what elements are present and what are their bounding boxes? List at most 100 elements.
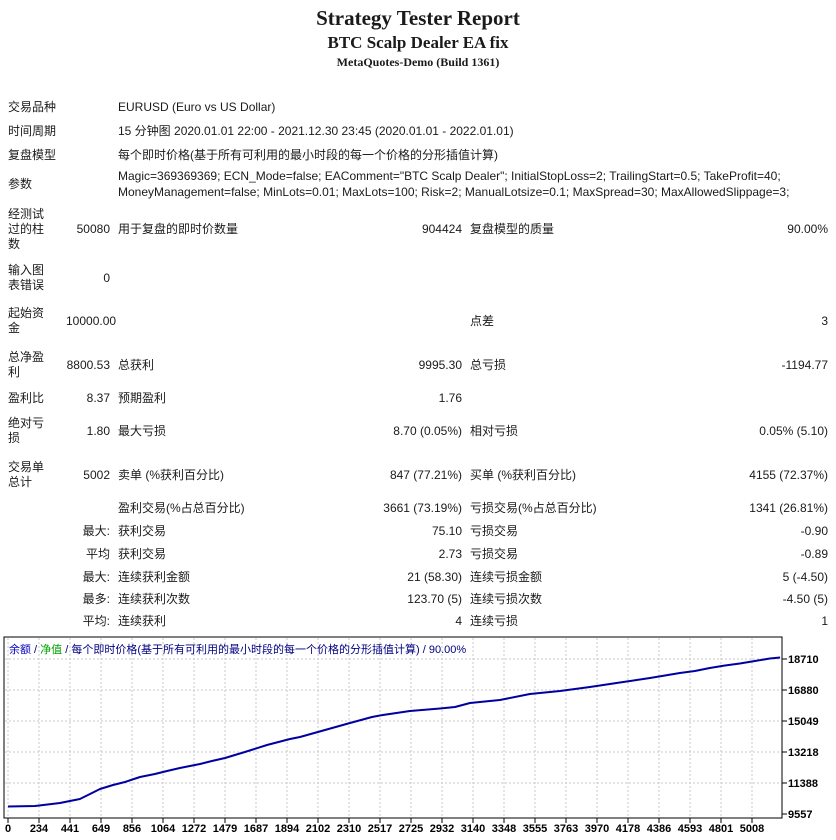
balance-graph: 18710 16880 15049 13218 11388 9557 0 234 441 649 8… <box>0 636 836 840</box>
value-1: 50080 <box>76 222 110 236</box>
svg-text:234: 234 <box>30 823 49 835</box>
report-table: 交易品种 EURUSD (Euro vs US Dollar) 时间周期 15 … <box>8 95 828 632</box>
table-row: 时间周期 15 分钟图 2020.01.01 22:00 - 2021.12.3… <box>8 119 828 143</box>
stat-qualifier: 最大: <box>82 569 110 584</box>
svg-text:3348: 3348 <box>492 823 516 835</box>
metric-label-2: 相对亏损 <box>470 424 519 438</box>
table-row: 交易品种 EURUSD (Euro vs US Dollar) <box>8 95 828 119</box>
table-row: 起始资 金 10000.00 点差 3 <box>8 299 828 343</box>
value-3: 5 (-4.50) <box>782 569 828 584</box>
metric-label-1: 总获利 <box>118 358 155 372</box>
table-row: 最大: 获利交易 75.10 亏损交易 -0.90 <box>8 519 828 543</box>
value-3: 90.00% <box>787 222 828 236</box>
metric-label-2: 连续亏损 <box>470 614 519 628</box>
table-row: 输入图 表错误 0 <box>8 257 828 299</box>
metric-label-2: 连续亏损金额 <box>470 569 543 584</box>
row-label: 交易单 总计 <box>8 460 45 489</box>
svg-text:0: 0 <box>5 823 11 835</box>
value-3: 3 <box>821 314 828 328</box>
value-2: 3661 (73.19%) <box>383 501 462 515</box>
svg-text:1064: 1064 <box>151 823 176 835</box>
metric-label-2: 总亏损 <box>470 358 507 372</box>
row-label: 交易品种 <box>8 99 57 114</box>
svg-text:18710: 18710 <box>788 654 819 666</box>
value-1: 8.37 <box>86 391 110 405</box>
metric-label-1: 最大亏损 <box>118 424 167 438</box>
value-2: 9995.30 <box>418 358 462 372</box>
value-1: 5002 <box>83 468 110 482</box>
value-2: 123.70 (5) <box>407 592 462 606</box>
svg-text:13218: 13218 <box>788 747 819 759</box>
table-row: 盈利交易(%占总百分比) 3661 (73.19%) 亏损交易(%占总百分比) … <box>8 497 828 519</box>
svg-text:2932: 2932 <box>430 823 454 835</box>
stat-qualifier: 平均: <box>82 614 110 628</box>
value-3: -1194.77 <box>781 358 828 372</box>
svg-text:15049: 15049 <box>788 716 819 728</box>
svg-text:441: 441 <box>61 823 79 835</box>
svg-text:16880: 16880 <box>788 685 819 697</box>
svg-text:9557: 9557 <box>788 809 812 821</box>
value-3: -0.89 <box>800 547 828 561</box>
table-row: 复盘模型 每个即时价格(基于所有可利用的最小时段的每一个价格的分形插值计算) <box>8 143 828 167</box>
legend-model-quality: / 每个即时价格(基于所有可利用的最小时段的每一个价格的分形插值计算) / 90… <box>62 644 467 656</box>
svg-text:11388: 11388 <box>788 778 818 790</box>
row-label: 复盘模型 <box>8 147 57 162</box>
metric-label-2: 复盘模型的质量 <box>470 222 555 236</box>
metric-label-1: 卖单 (%获利百分比) <box>118 468 224 482</box>
svg-text:3555: 3555 <box>523 823 547 835</box>
svg-text:4801: 4801 <box>709 823 733 835</box>
metric-label-1: 获利交易 <box>118 547 167 561</box>
legend-balance: 余额 <box>9 644 31 656</box>
svg-text:2517: 2517 <box>368 823 392 835</box>
table-row: 总净盈 利 8800.53 总获利 9995.30 总亏损 -1194.77 <box>8 343 828 387</box>
metric-label-1: 连续获利次数 <box>118 592 191 606</box>
metric-label-1: 盈利交易(%占总百分比) <box>118 501 245 515</box>
ea-name: BTC Scalp Dealer EA fix <box>327 33 509 52</box>
metric-label-2: 买单 (%获利百分比) <box>470 468 576 482</box>
metric-label-2: 点差 <box>470 314 495 328</box>
metric-label-1: 连续获利金额 <box>118 569 191 584</box>
table-row: 盈利比 8.37 预期盈利 1.76 <box>8 387 828 409</box>
svg-text:3970: 3970 <box>585 823 609 835</box>
metric-label-1: 用于复盘的即时价数量 <box>118 222 239 236</box>
svg-text:2310: 2310 <box>337 823 361 835</box>
metric-label-2: 亏损交易(%占总百分比) <box>470 501 597 515</box>
metric-label-1: 获利交易 <box>118 524 167 538</box>
value-2: 2.73 <box>438 547 462 561</box>
metric-label-2: 连续亏损次数 <box>470 592 543 606</box>
svg-text:4386: 4386 <box>647 823 671 835</box>
value-3: -0.90 <box>800 524 828 538</box>
svg-text:3763: 3763 <box>554 823 578 835</box>
row-label: 时间周期 <box>8 123 57 138</box>
svg-text:3140: 3140 <box>461 823 485 835</box>
row-label: 总净盈 利 <box>8 350 45 379</box>
row-label: 经测试 过的柱 数 <box>8 206 45 251</box>
row-label: 绝对亏 损 <box>8 416 45 445</box>
svg-text:2725: 2725 <box>399 823 423 835</box>
value-3: 1341 (26.81%) <box>749 501 828 515</box>
value-2: 847 (77.21%) <box>389 468 462 482</box>
value-3: 0.05% (5.10) <box>759 424 828 438</box>
svg-text:1894: 1894 <box>275 823 300 835</box>
value-2: 21 (58.30) <box>407 569 462 584</box>
metric-label-1: 连续获利 <box>118 614 167 628</box>
table-row: 平均: 连续获利 4 连续亏损 1 <box>8 610 828 632</box>
server-build: MetaQuotes-Demo (Build 1361) <box>336 55 500 69</box>
table-row: 交易单 总计 5002 卖单 (%获利百分比) 847 (77.21%) 买单 … <box>8 453 828 497</box>
value-2: 75.10 <box>431 524 462 538</box>
stat-qualifier: 平均 <box>85 547 110 561</box>
value-2: 904424 <box>421 222 462 236</box>
table-row: 参数 Magic=369369369; ECN_Mode=false; EACo… <box>8 167 828 201</box>
table-row: 平均 获利交易 2.73 亏损交易 -0.89 <box>8 543 828 565</box>
row-label: 参数 <box>8 176 33 191</box>
value-3: 4155 (72.37%) <box>749 468 828 482</box>
value-1: 8800.53 <box>66 358 110 372</box>
svg-text:4593: 4593 <box>678 823 702 835</box>
metric-label-1: Magic=369369369; ECN_Mode=false; EAComme… <box>118 169 790 199</box>
svg-text:5008: 5008 <box>740 823 764 835</box>
table-row: 最多: 连续获利次数 123.70 (5) 连续亏损次数 -4.50 (5) <box>8 588 828 610</box>
value-3: -4.50 (5) <box>782 592 828 606</box>
table-row: 经测试 过的柱 数 50080 用于复盘的即时价数量 904424 复盘模型的质… <box>8 201 828 257</box>
metric-label-1: 15 分钟图 2020.01.01 22:00 - 2021.12.30 23:… <box>118 124 514 138</box>
